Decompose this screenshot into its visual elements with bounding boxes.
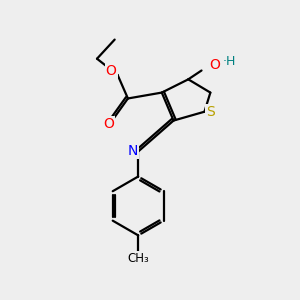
- Text: N: N: [128, 144, 138, 158]
- Text: O: O: [106, 64, 117, 78]
- Text: ·H: ·H: [222, 55, 236, 68]
- Text: S: S: [207, 105, 215, 119]
- Text: O: O: [209, 58, 220, 72]
- Text: O: O: [103, 117, 114, 131]
- Text: CH₃: CH₃: [127, 252, 149, 265]
